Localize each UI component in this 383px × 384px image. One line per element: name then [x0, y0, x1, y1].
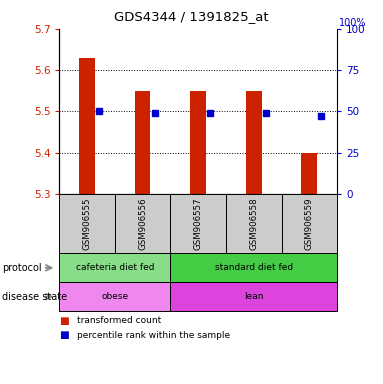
- Text: GSM906559: GSM906559: [305, 197, 314, 250]
- Bar: [79, 58, 95, 194]
- Bar: [301, 152, 317, 194]
- Text: GSM906556: GSM906556: [138, 197, 147, 250]
- Text: lean: lean: [244, 292, 264, 301]
- Bar: [246, 91, 262, 194]
- Bar: [190, 91, 206, 194]
- Text: standard diet fed: standard diet fed: [215, 263, 293, 272]
- Text: cafeteria diet fed: cafeteria diet fed: [76, 263, 154, 272]
- Text: GSM906555: GSM906555: [83, 197, 92, 250]
- Text: obese: obese: [101, 292, 128, 301]
- Text: GSM906557: GSM906557: [194, 197, 203, 250]
- Text: percentile rank within the sample: percentile rank within the sample: [77, 331, 230, 340]
- Text: transformed count: transformed count: [77, 316, 161, 325]
- Bar: [135, 91, 151, 194]
- Text: ■: ■: [59, 330, 69, 340]
- Text: 100%: 100%: [339, 18, 367, 28]
- Text: disease state: disease state: [2, 291, 67, 302]
- Text: GSM906558: GSM906558: [249, 197, 258, 250]
- Text: protocol: protocol: [2, 263, 41, 273]
- Text: ■: ■: [59, 316, 69, 326]
- Text: GDS4344 / 1391825_at: GDS4344 / 1391825_at: [114, 10, 269, 23]
